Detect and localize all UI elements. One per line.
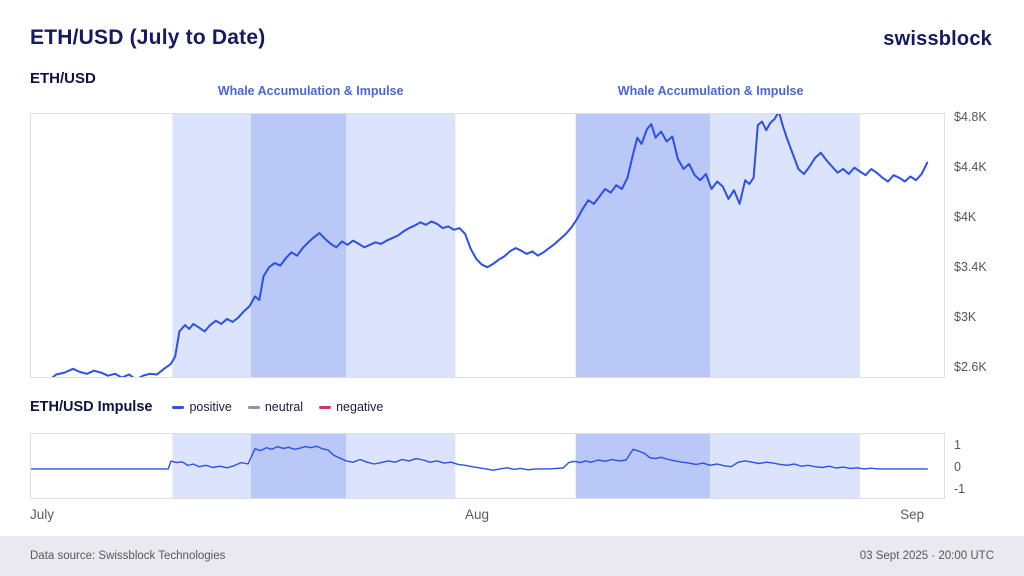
legend-dash-icon xyxy=(247,405,260,409)
y-tick-label: $3K xyxy=(954,309,977,324)
annotations-row: Whale Accumulation & Impulse Whale Accumu… xyxy=(30,84,945,104)
impulse-header: ETH/USD Impulse positive neutral negative xyxy=(30,399,383,415)
legend-dash-icon xyxy=(319,405,332,409)
highlight-band xyxy=(250,114,347,377)
price-chart xyxy=(30,113,945,378)
y-tick-label: 1 xyxy=(954,437,961,452)
data-source: Data source: Swissblock Technologies xyxy=(30,550,226,562)
series-line xyxy=(51,114,929,377)
impulse-chart xyxy=(30,433,945,499)
highlight-band xyxy=(346,434,456,498)
x-axis: July Aug Sep xyxy=(30,507,945,525)
legend-item-neutral: neutral xyxy=(247,400,304,414)
highlight-band xyxy=(346,114,456,377)
price-y-axis: $4.8K $4.4K $4K $3.4K $3K $2.6K xyxy=(950,110,1022,378)
whale-annotation: Whale Accumulation & Impulse xyxy=(617,84,804,98)
x-tick-label: Sep xyxy=(900,507,925,522)
legend-label: neutral xyxy=(264,400,304,414)
y-tick-label: $2.6K xyxy=(954,359,987,374)
impulse-chart-label: ETH/USD Impulse xyxy=(30,399,153,415)
brand-logo: swissblock xyxy=(883,28,992,50)
highlight-band xyxy=(250,434,347,498)
timestamp: 03 Sept 2025 · 20:00 UTC xyxy=(859,550,994,562)
page-title: ETH/USD (July to Date) xyxy=(30,26,266,49)
highlight-band xyxy=(710,114,860,377)
series-line xyxy=(31,445,928,471)
highlight-band xyxy=(575,114,711,377)
x-tick-label: Aug xyxy=(465,507,490,522)
y-tick-label: -1 xyxy=(954,482,966,497)
main-chart-label: ETH/USD xyxy=(30,70,96,87)
legend-item-negative: negative xyxy=(319,400,383,414)
y-tick-label: $4.8K xyxy=(954,110,987,124)
footer-bar: Data source: Swissblock Technologies 03 … xyxy=(0,536,1024,576)
x-tick-label: July xyxy=(30,507,55,522)
highlight-band xyxy=(172,114,251,377)
legend-label: negative xyxy=(336,400,384,414)
highlight-band xyxy=(710,434,860,498)
legend-dash-icon xyxy=(172,405,185,409)
impulse-legend: positive neutral negative xyxy=(172,400,383,414)
highlight-band xyxy=(172,434,251,498)
whale-annotation: Whale Accumulation & Impulse xyxy=(217,84,404,98)
legend-item-positive: positive xyxy=(172,400,232,414)
impulse-y-axis: 1 0 -1 xyxy=(950,433,1022,499)
y-tick-label: $4.4K xyxy=(954,159,987,174)
legend-label: positive xyxy=(189,400,232,414)
y-tick-label: $3.4K xyxy=(954,259,987,274)
y-tick-label: $4K xyxy=(954,209,977,224)
highlight-band xyxy=(575,434,711,498)
y-tick-label: 0 xyxy=(954,459,961,474)
